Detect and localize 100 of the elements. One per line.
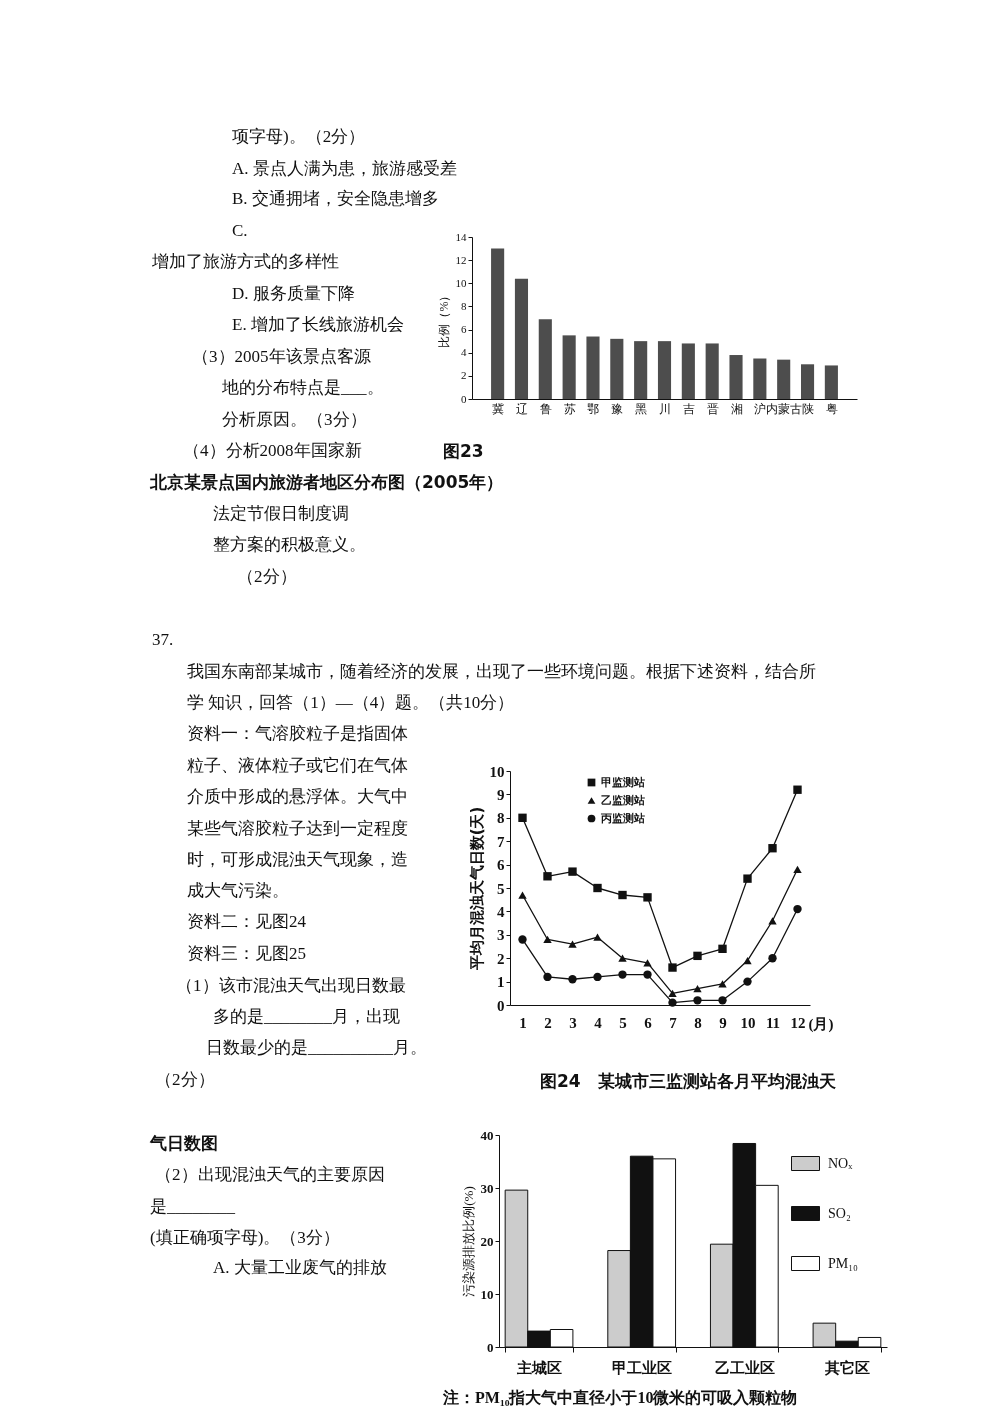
x-tick-label: 乙工业区 [714,1359,775,1376]
x-tick-label: 苏 [563,402,576,415]
text: 多的是________月，出现 [213,1006,400,1028]
x-tick-label: 内蒙古 [766,402,803,415]
x-tick-label: 6 [644,1014,653,1031]
text: 学 知识，回答（1）—（4）题。（共10分） [187,692,515,714]
point [693,985,702,993]
text: E. 增加了长线旅游机会 [232,314,404,336]
bar [657,341,672,399]
x-tick-label: 7 [669,1014,678,1031]
bar [610,338,624,399]
point [793,904,802,914]
text: 法定节假日制度调 [213,503,349,525]
text: 我国东南部某城市，随着经济的发展，出现了一些环境问题。根据下述资料，结合所 [187,661,816,683]
x-tick-label: 辽 [515,402,528,415]
y-axis-title: 污染源排放比例(%) [460,1186,476,1297]
text: （2）出现混浊天气的主要原因 [155,1164,385,1186]
text: A. 大量工业废气的排放 [213,1257,387,1279]
x-tick-label: 4 [594,1014,603,1031]
y-tick-label: 6 [497,857,505,874]
y-tick-label: 8 [497,810,505,827]
text: D. 服务质量下降 [232,283,355,305]
x-tick-label: 2 [544,1014,552,1031]
y-axis-title: 平均月混浊天气日数(天) [467,806,486,972]
text: 注：PM₁₀指大气中直径小于10微米的可吸入颗粒物 [443,1388,798,1408]
text: C. [232,220,248,242]
x-tick-label: 湘 [730,402,743,415]
y-tick-label: 30 [480,1180,494,1196]
text: 图24 某城市三监测站各月平均混浊天 [540,1070,836,1092]
text: 资料二：见图24 [187,911,306,933]
y-tick-label: 7 [497,833,505,850]
bar [634,341,648,399]
y-tick-label: 3 [497,927,505,944]
text: 某些气溶胶粒子达到一定程度 [187,818,408,840]
x-tick-label: 10 [740,1014,756,1031]
text: 是________ [150,1196,235,1218]
x-tick-label: 8 [694,1014,702,1031]
bar [538,319,552,399]
x-tick-label: 鲁 [539,402,552,415]
legend-label: 乙监测站 [601,793,645,807]
text: 地的分布特点是___。 [222,377,384,399]
bar [753,358,767,399]
bar [729,355,743,399]
point [518,891,527,899]
bar [800,364,815,399]
point [543,972,552,982]
point [618,970,627,979]
text: 整方案的积极意义。 [213,534,366,556]
y-tick-label: 10 [455,276,467,289]
x-tick-label: 晋 [706,402,719,415]
bar [514,278,529,399]
text: 分析原因。（3分） [222,409,367,431]
text: 图23 [443,440,484,462]
point [568,867,577,876]
bar [705,343,719,399]
text: A. 景点人满为患，旅游感受差 [232,158,457,180]
text: 项字母)。（2分） [232,126,366,148]
text: 北京某景点国内旅游者地区分布图（2005年） [150,471,504,493]
x-tick-label: 9 [719,1014,727,1031]
y-tick-label: 8 [461,299,467,312]
point [693,996,702,1005]
text: （2分） [155,1069,215,1091]
bar [491,248,505,399]
text: (填正确项字母)。（3分） [150,1227,340,1249]
text: 日数最少的是__________月。 [206,1037,427,1059]
x-tick-label: 主城区 [516,1358,563,1376]
point [543,935,552,944]
text: （3）2005年该景点客源 [192,346,371,368]
y-tick-label: 4 [497,903,505,920]
legend-label: 丙监测站 [600,811,645,825]
x-tick-label: 冀 [492,402,505,415]
bar [681,343,695,399]
text: 时，可形成混浊天气现象，造 [187,849,408,871]
point [668,989,677,997]
point [693,951,702,961]
y-tick-label: 4 [461,346,467,359]
point [643,959,652,967]
y-axis-title: 比例（%） [436,289,451,348]
y-tick-label: 0 [461,392,467,405]
x-tick-label: 12 [790,1014,806,1031]
legend-label: 甲监测站 [601,775,645,789]
text: 气日数图 [150,1132,218,1154]
x-tick-label: 3 [569,1014,577,1031]
y-tick-label: 9 [497,786,505,803]
x-tick-label: 1 [519,1014,527,1031]
point [793,785,802,794]
legend-label: SO₂ [828,1205,851,1221]
legend-label: NOₓ [828,1155,854,1171]
point [593,972,602,982]
text: B. 交通拥堵，安全隐患增多 [232,188,439,210]
x-tick-label: 甲工业区 [612,1359,673,1376]
y-tick-label: 6 [461,323,467,336]
text: （1）该市混浊天气出现日数最 [176,975,406,997]
x-tick-label: 粤 [825,402,838,415]
point [718,980,727,988]
y-tick-label: 0 [497,997,505,1014]
point [618,890,627,900]
point [543,872,552,881]
bar [562,335,576,399]
x-tick-label: 吉 [682,402,695,415]
